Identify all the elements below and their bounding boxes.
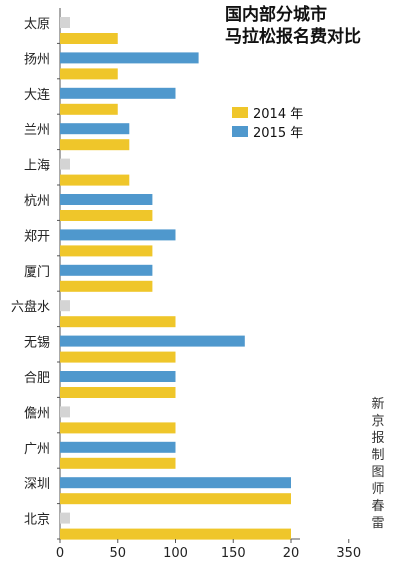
chart-title-line-1: 马拉松报名费对比 [225,26,361,47]
credit-char-5: 师 [371,482,384,497]
bar-2015-1 [60,52,199,64]
x-tick-label-3: 150 [221,546,246,561]
bar-2014-3 [60,139,130,151]
credit-char-0: 新 [371,396,384,412]
bar-2015-13 [60,477,291,489]
bar-2014-5 [60,210,153,221]
bar-2014-12 [60,457,176,469]
credit-char-3: 制 [371,448,384,463]
bar-2015-6 [60,229,176,241]
legend-swatch-1 [232,126,248,137]
x-tick-label-2: 100 [163,546,188,561]
category-label-10: 合肥 [24,371,50,386]
category-label-14: 北京 [24,513,50,528]
category-label-4: 上海 [24,159,50,174]
bar-2014-14 [60,528,291,540]
bar-2014-7 [60,280,153,292]
category-label-0: 太原 [24,17,50,32]
bar-2015-missing-14 [60,512,70,524]
credit-char-4: 图 [371,465,384,480]
category-label-1: 扬州 [24,52,50,67]
credit-char-6: 春 [371,499,384,514]
bar-2014-6 [60,245,153,257]
bar-2015-12 [60,441,176,453]
bar-2015-9 [60,335,245,347]
credit-char-2: 报 [371,431,384,446]
bar-2014-0 [60,33,118,44]
category-label-11: 儋州 [24,406,50,421]
chart-title-line-0: 国内部分城市 [225,4,327,25]
bar-2014-1 [60,68,118,80]
bar-2015-2 [60,87,176,99]
x-tick-label-5: 350 [336,546,361,561]
bar-2015-missing-11 [60,406,70,418]
category-label-5: 杭州 [24,194,50,209]
bar-2015-missing-0 [60,17,70,28]
category-label-3: 兰州 [24,123,50,138]
bar-2015-7 [60,264,153,276]
credit-char-7: 雷 [371,516,384,531]
category-label-2: 大连 [24,87,50,103]
bar-2014-10 [60,387,176,398]
bar-2014-9 [60,351,176,363]
x-tick-label-1: 50 [109,546,126,561]
bar-2015-missing-4 [60,158,70,170]
bar-2015-10 [60,371,176,382]
bar-2014-11 [60,422,176,434]
legend-label-0: 2014 年 [253,107,303,122]
category-label-12: 广州 [24,442,50,457]
bar-2014-8 [60,316,176,328]
credit-char-1: 京 [371,414,384,429]
legend-label-1: 2015 年 [253,126,303,141]
x-tick-label-4: 20 [283,546,300,561]
legend-swatch-0 [232,107,248,118]
category-label-6: 郑开 [24,229,50,244]
category-label-7: 厦门 [24,265,50,280]
bar-2015-missing-8 [60,300,70,312]
category-label-13: 深圳 [24,477,50,492]
category-label-8: 六盘水 [11,299,50,315]
bar-2015-3 [60,123,130,135]
bar-2014-4 [60,174,130,186]
bar-2014-2 [60,103,118,115]
category-label-9: 无锡 [24,336,50,351]
x-tick-label-0: 0 [56,546,64,561]
bar-2015-5 [60,194,153,205]
bar-2014-13 [60,493,291,505]
